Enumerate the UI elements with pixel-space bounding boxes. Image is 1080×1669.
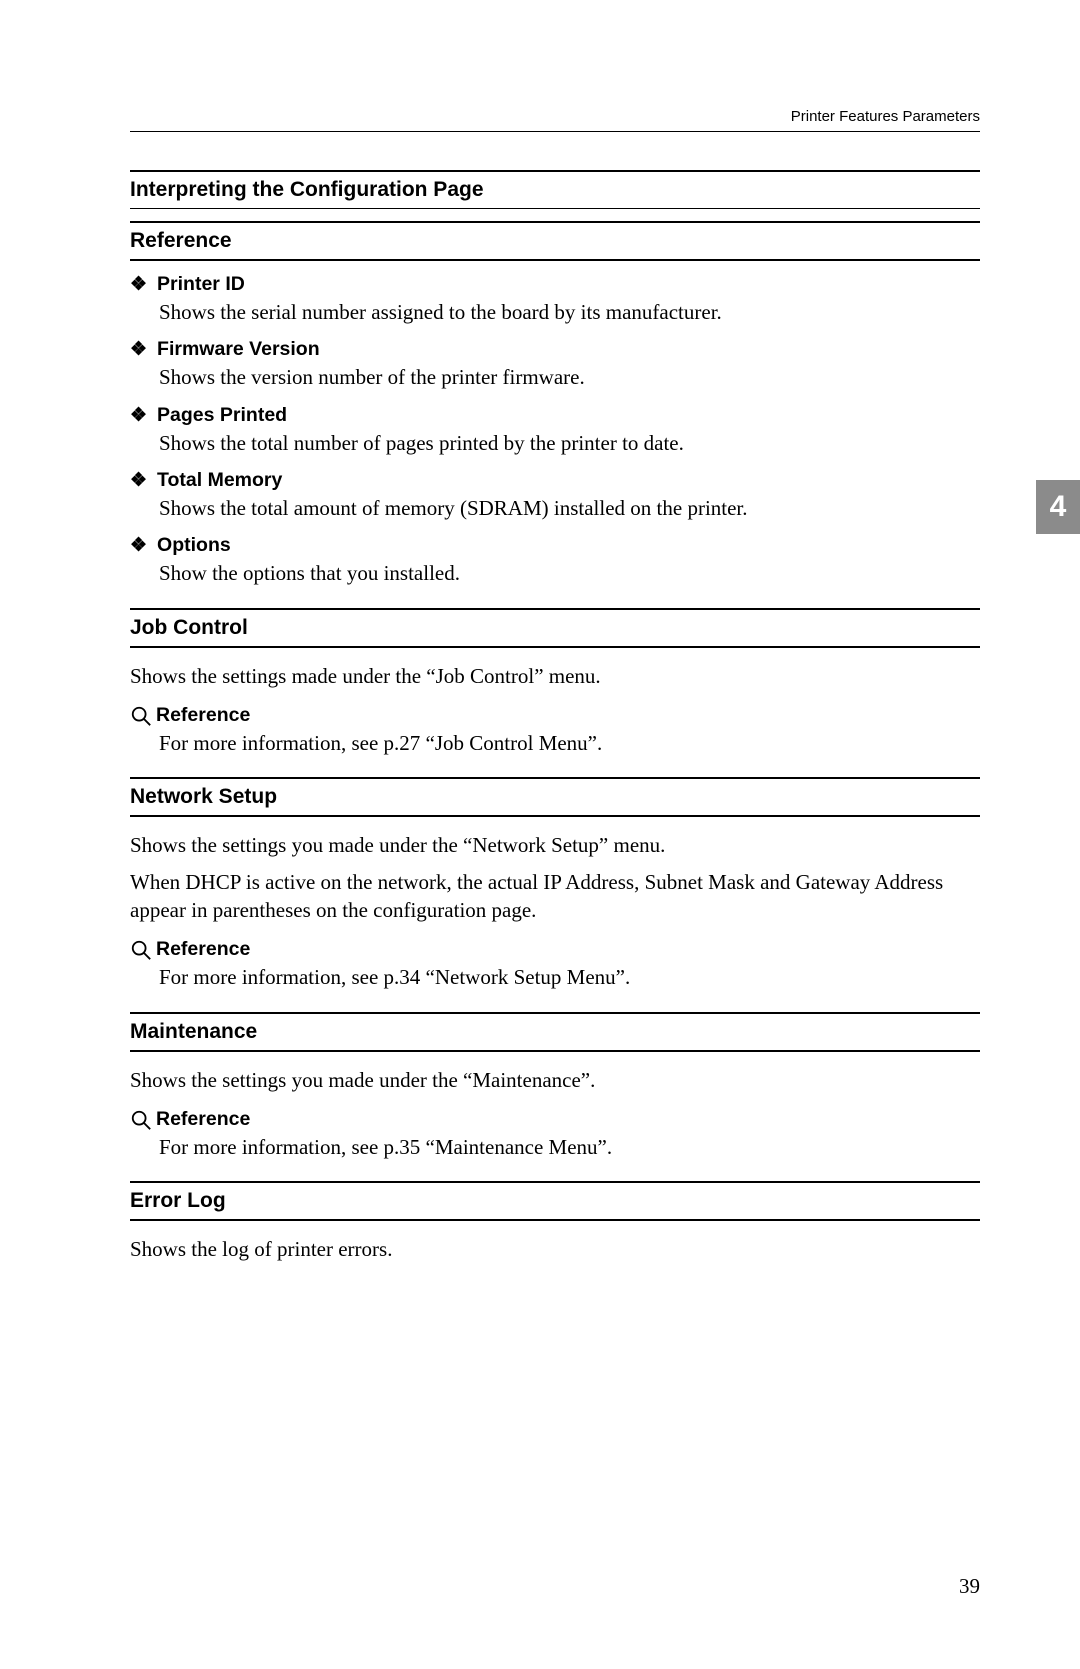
network-setup-para2: When DHCP is active on the network, the …	[130, 868, 980, 925]
diamond-icon: ❖	[130, 536, 147, 555]
item-label: Printer ID	[157, 273, 245, 296]
list-item: ❖ Pages Printed Shows the total number o…	[130, 404, 980, 457]
page-number: 39	[959, 1574, 980, 1599]
reference-label: Reference	[156, 938, 250, 961]
error-log-para: Shows the log of printer errors.	[130, 1235, 980, 1263]
diamond-icon: ❖	[130, 471, 147, 490]
job-control-para: Shows the settings made under the “Job C…	[130, 662, 980, 690]
reference-label: Reference	[156, 1108, 250, 1131]
reference-list: ❖ Printer ID Shows the serial number ass…	[130, 273, 980, 588]
diamond-icon: ❖	[130, 340, 147, 359]
reference-line: Reference	[130, 938, 980, 961]
reference-line: Reference	[130, 1108, 980, 1131]
magnifier-icon	[130, 1109, 152, 1131]
item-label: Total Memory	[157, 469, 282, 492]
network-setup-heading: Network Setup	[130, 777, 980, 817]
reference-text: For more information, see p.34 “Network …	[159, 963, 980, 991]
running-head: Printer Features Parameters	[130, 108, 980, 132]
item-desc: Shows the version number of the printer …	[159, 363, 980, 391]
page-body: Printer Features Parameters Interpreting…	[0, 0, 1080, 1314]
item-desc: Shows the serial number assigned to the …	[159, 298, 980, 326]
list-item: ❖ Printer ID Shows the serial number ass…	[130, 273, 980, 326]
network-setup-para1: Shows the settings you made under the “N…	[130, 831, 980, 859]
maintenance-heading: Maintenance	[130, 1012, 980, 1052]
reference-text: For more information, see p.27 “Job Cont…	[159, 729, 980, 757]
reference-text: For more information, see p.35 “Maintena…	[159, 1133, 980, 1161]
reference-line: Reference	[130, 704, 980, 727]
reference-heading: Reference	[130, 221, 980, 261]
error-log-heading: Error Log	[130, 1181, 980, 1221]
magnifier-icon	[130, 939, 152, 961]
item-desc: Shows the total amount of memory (SDRAM)…	[159, 494, 980, 522]
list-item: ❖ Options Show the options that you inst…	[130, 534, 980, 587]
maintenance-para: Shows the settings you made under the “M…	[130, 1066, 980, 1094]
list-item: ❖ Total Memory Shows the total amount of…	[130, 469, 980, 522]
item-label: Options	[157, 534, 231, 557]
page-title: Interpreting the Configuration Page	[130, 170, 980, 209]
item-label: Firmware Version	[157, 338, 320, 361]
item-label: Pages Printed	[157, 404, 287, 427]
reference-label: Reference	[156, 704, 250, 727]
magnifier-icon	[130, 705, 152, 727]
list-item: ❖ Firmware Version Shows the version num…	[130, 338, 980, 391]
diamond-icon: ❖	[130, 275, 147, 294]
item-desc: Shows the total number of pages printed …	[159, 429, 980, 457]
diamond-icon: ❖	[130, 406, 147, 425]
job-control-heading: Job Control	[130, 608, 980, 648]
item-desc: Show the options that you installed.	[159, 559, 980, 587]
